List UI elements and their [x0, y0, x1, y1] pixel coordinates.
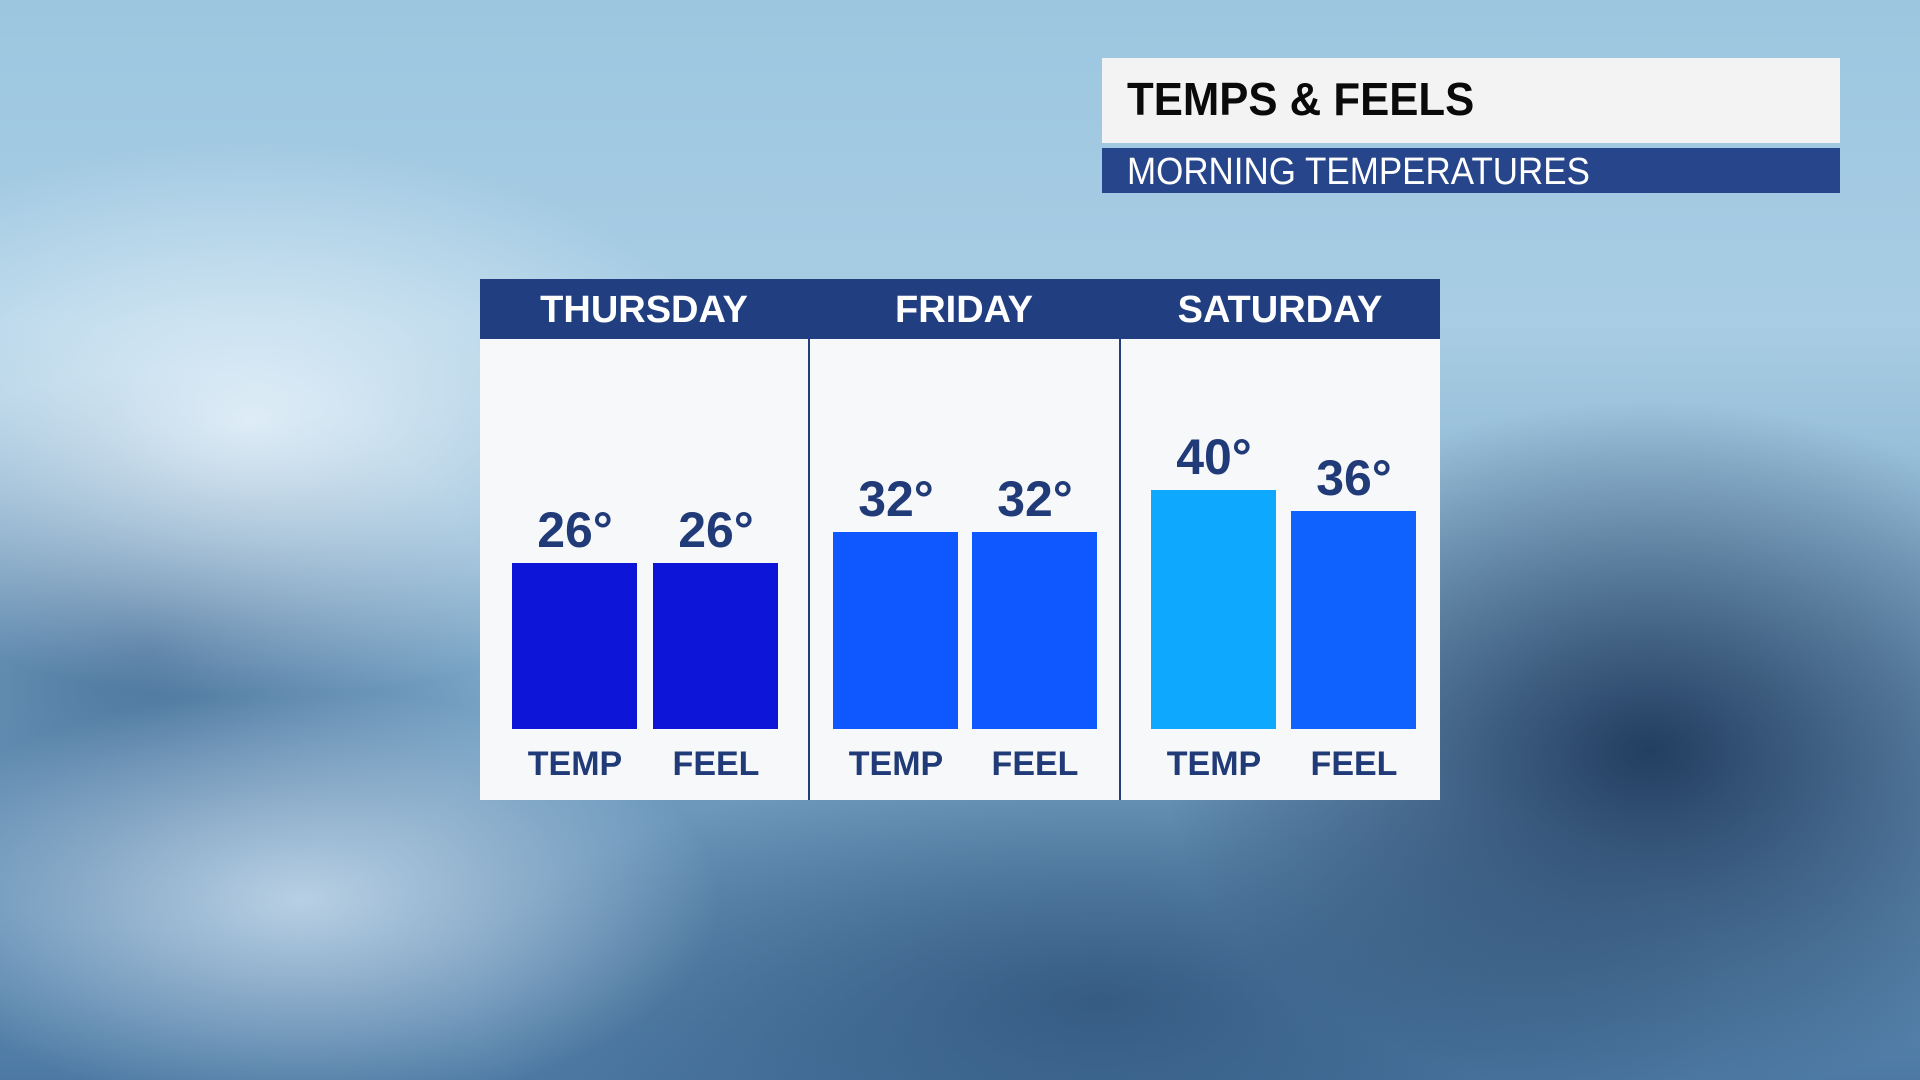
bar-category-label: TEMP: [1166, 745, 1262, 783]
value-label: 26°: [537, 501, 613, 558]
bar-thursday-feel: [653, 562, 778, 729]
day-label-thursday: THURSDAY: [540, 289, 748, 331]
value-label: 40°: [1176, 428, 1252, 485]
subtitle-box: MORNING TEMPERATURES: [1102, 148, 1840, 193]
value-label: 32°: [997, 470, 1073, 527]
column-divider: [808, 339, 810, 800]
day-header-bar: THURSDAY FRIDAY SATURDAY: [480, 279, 1440, 339]
chart-subtitle: MORNING TEMPERATURES: [1127, 151, 1590, 193]
value-label: 32°: [858, 470, 934, 527]
bar-saturday-temp: [1151, 489, 1276, 729]
bar-category-label: FEEL: [672, 745, 760, 783]
bar-saturday-feel: [1291, 510, 1416, 729]
value-label: 36°: [1316, 449, 1392, 506]
title-box: TEMPS & FEELS: [1102, 58, 1840, 143]
bar-friday-feel: [972, 531, 1097, 729]
bar-category-label: FEEL: [1310, 745, 1398, 783]
column-divider: [1119, 339, 1121, 800]
bar-category-label: TEMP: [527, 745, 623, 783]
day-label-friday: FRIDAY: [895, 289, 1033, 331]
bar-category-label: TEMP: [848, 745, 944, 783]
chart-title: TEMPS & FEELS: [1127, 73, 1475, 125]
bar-category-label: FEEL: [991, 745, 1079, 783]
chart-panel: THURSDAY FRIDAY SATURDAY 26° TEMP 26° FEEL 3…: [480, 279, 1440, 800]
day-label-saturday: SATURDAY: [1177, 289, 1383, 331]
value-label: 26°: [678, 501, 754, 558]
bar-thursday-temp: [512, 562, 637, 729]
bar-friday-temp: [833, 531, 958, 729]
